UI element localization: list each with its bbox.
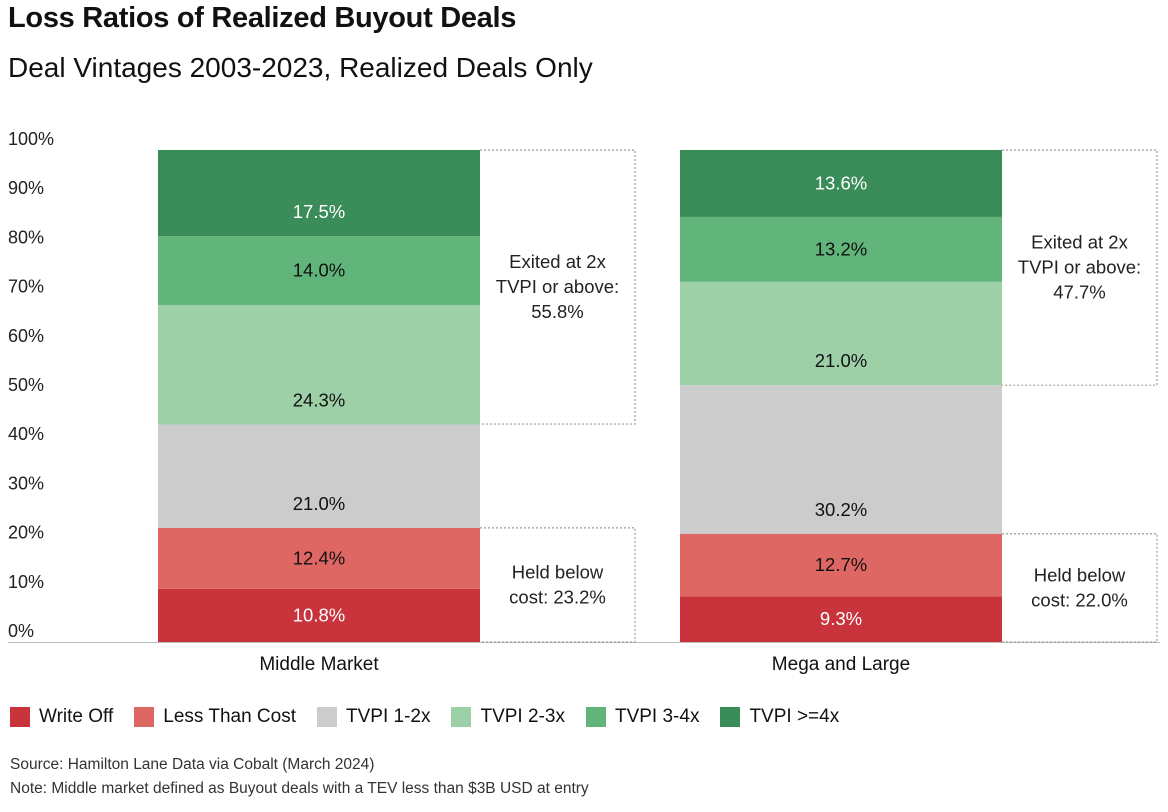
annotation-text: Held below <box>512 561 604 582</box>
y-tick-label: 50% <box>8 375 44 395</box>
data-label-less-than-cost-middle-market: 12.4% <box>293 547 345 568</box>
legend-label-write-off: Write Off <box>39 706 114 727</box>
definition-note: Note: Middle market defined as Buyout de… <box>10 780 589 797</box>
bar-segment-write-off-middle-market <box>158 588 480 642</box>
legend-swatch-tvpi-3-4x <box>585 707 606 727</box>
y-tick-label: 60% <box>8 326 44 346</box>
bar-segment-tvpi-2-3x-middle-market <box>158 304 480 425</box>
data-label-tvpi-2-3x-middle-market: 24.3% <box>293 390 345 411</box>
y-tick-label: 30% <box>8 473 44 493</box>
bar-segment-tvpi-3-4x-mega-and-large <box>680 216 1002 282</box>
annotation-text: 47.7% <box>1053 282 1105 303</box>
y-tick-label: 20% <box>8 523 44 543</box>
legend-label-tvpi-2-3x: TVPI 2-3x <box>480 706 565 727</box>
y-tick-label: 80% <box>8 227 44 247</box>
legend-item-tvpi-4x-plus: TVPI >=4x <box>720 706 839 728</box>
bar-segment-tvpi-1-2x-middle-market <box>158 424 480 528</box>
legend-swatch-tvpi-1-2x <box>317 707 337 727</box>
legend-label-tvpi-1-2x: TVPI 1-2x <box>346 706 431 727</box>
bar-segment-tvpi-3-4x-middle-market <box>158 236 480 305</box>
legend-label-tvpi-4x-plus: TVPI >=4x <box>749 706 840 727</box>
annotation-bracket <box>480 149 636 425</box>
legend-swatch-write-off <box>10 707 30 727</box>
legend-swatch-tvpi-4x-plus <box>720 707 741 727</box>
chart-legend: Write Off Less Than Cost TVPI 1-2x TVPI … <box>10 706 860 728</box>
legend-item-write-off: Write Off <box>10 706 113 728</box>
data-label-tvpi-3-4x-mega-and-large: 13.2% <box>815 238 867 259</box>
bar-segment-less-than-cost-mega-and-large <box>680 533 1002 597</box>
bar-segment-less-than-cost-middle-market <box>158 527 480 589</box>
legend-label-less-than-cost: Less Than Cost <box>163 706 296 727</box>
annotation-bracket <box>1002 533 1158 643</box>
y-tick-label: 40% <box>8 424 44 444</box>
data-label-tvpi-2-3x-mega-and-large: 21.0% <box>815 350 867 371</box>
bar-segment-tvpi-ge4x-middle-market <box>158 150 480 237</box>
data-label-tvpi-ge4x-mega-and-large: 13.6% <box>815 172 867 193</box>
annotation-text: 55.8% <box>531 301 583 322</box>
data-label-tvpi-1-2x-mega-and-large: 30.2% <box>815 499 867 520</box>
annotation-bracket <box>1002 149 1158 386</box>
chart-subtitle: Deal Vintages 2003-2023, Realized Deals … <box>8 52 593 83</box>
data-label-tvpi-ge4x-middle-market: 17.5% <box>293 201 345 222</box>
data-label-write-off-mega-and-large: 9.3% <box>820 608 862 629</box>
y-tick-label: 90% <box>8 178 44 198</box>
data-label-tvpi-3-4x-middle-market: 14.0% <box>293 260 345 281</box>
bar-segment-tvpi-2-3x-mega-and-large <box>680 281 1002 386</box>
category-label-middle-market: Middle Market <box>259 654 379 675</box>
bar-segment-write-off-mega-and-large <box>680 596 1002 642</box>
annotation-text: Exited at 2x <box>509 251 606 272</box>
category-label-mega-and-large: Mega and Large <box>772 654 910 675</box>
bar-segment-tvpi-ge4x-mega-and-large <box>680 150 1002 217</box>
legend-item-less-than-cost: Less Than Cost <box>134 706 296 728</box>
chart-title: Loss Ratios of Realized Buyout Deals <box>8 2 517 34</box>
source-note: Source: Hamilton Lane Data via Cobalt (M… <box>10 756 375 773</box>
annotation-text: TVPI or above: <box>496 276 619 297</box>
y-tick-label: 70% <box>8 277 44 297</box>
data-label-tvpi-1-2x-middle-market: 21.0% <box>293 493 345 514</box>
annotation-text: cost: 22.0% <box>1031 589 1128 610</box>
data-label-write-off-middle-market: 10.8% <box>293 604 345 625</box>
legend-item-tvpi-2-3x: TVPI 2-3x <box>451 706 565 728</box>
y-tick-label: 10% <box>8 572 44 592</box>
legend-swatch-tvpi-2-3x <box>451 707 472 727</box>
annotation-text: Held below <box>1034 564 1126 585</box>
y-tick-label: 0% <box>8 621 34 641</box>
legend-label-tvpi-3-4x: TVPI 3-4x <box>614 706 700 727</box>
y-tick-label: 100% <box>8 129 54 149</box>
bar-segment-tvpi-1-2x-mega-and-large <box>680 385 1002 534</box>
legend-item-tvpi-1-2x: TVPI 1-2x <box>317 706 430 728</box>
annotation-text: cost: 23.2% <box>509 586 606 607</box>
data-label-less-than-cost-mega-and-large: 12.7% <box>815 554 867 575</box>
annotation-text: TVPI or above: <box>1018 257 1141 278</box>
stacked-bar-chart: 0% 10% 20% 30% 40% 50% 60% 70% 80% 90% 100% 10.8% 12… <box>8 129 1160 675</box>
legend-item-tvpi-3-4x: TVPI 3-4x <box>585 706 700 728</box>
annotation-bracket <box>480 527 636 643</box>
annotation-text: Exited at 2x <box>1031 232 1128 253</box>
legend-swatch-less-than-cost <box>134 707 155 727</box>
